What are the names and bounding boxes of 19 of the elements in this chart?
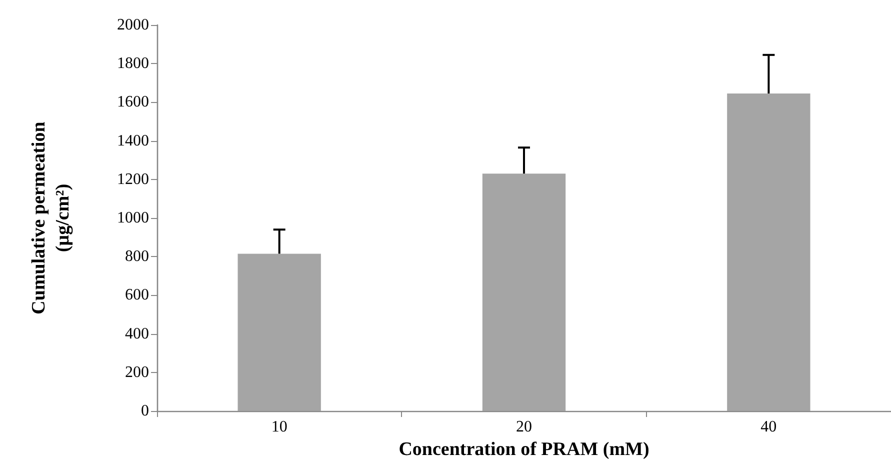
y-tick-label: 1200 xyxy=(117,170,149,188)
y-tick-label: 600 xyxy=(125,286,149,304)
y-tick-label: 400 xyxy=(125,325,149,342)
bar xyxy=(238,254,321,411)
x-tick-label: 10 xyxy=(271,418,288,436)
y-tick-label: 1400 xyxy=(117,132,149,150)
y-tick-label: 200 xyxy=(125,364,149,381)
y-tick-label: 1600 xyxy=(117,94,149,111)
x-tick-label: 20 xyxy=(516,418,532,436)
y-tick-label: 2000 xyxy=(117,16,149,34)
x-axis-title: Concentration of PRAM (mM) xyxy=(398,438,650,460)
x-tick-label: 40 xyxy=(760,418,777,436)
y-tick-label: 1800 xyxy=(117,55,149,72)
y-tick-label: 800 xyxy=(125,248,149,266)
bar xyxy=(482,174,566,411)
y-tick-label: 1000 xyxy=(117,210,149,226)
bar xyxy=(727,94,810,411)
y-axis-title: Cumulative permeation (µg/cm²) xyxy=(28,121,74,314)
y-tick-label: 0 xyxy=(141,402,149,420)
